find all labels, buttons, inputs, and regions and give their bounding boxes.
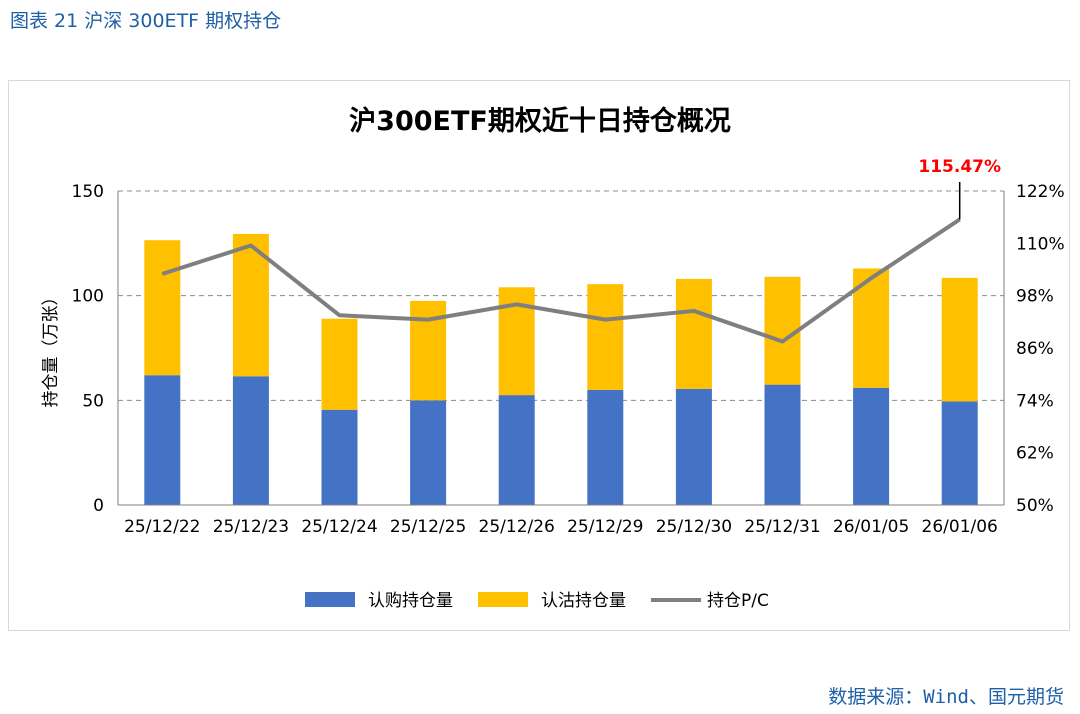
bar-call <box>587 389 624 505</box>
bar-call <box>144 375 181 505</box>
bar-call <box>853 387 890 505</box>
legend-swatch-call <box>305 592 355 607</box>
chart-frame <box>8 80 1070 631</box>
bar-put <box>232 233 269 377</box>
legend-label-put: 认沽持仓量 <box>541 591 626 611</box>
y-tick-label: 150 <box>72 182 104 202</box>
bar-call <box>675 388 712 505</box>
y2-tick-label: 110% <box>1016 234 1065 254</box>
pc-line <box>161 217 961 344</box>
x-tick-label: 25/12/23 <box>213 517 289 537</box>
y-tick-label: 0 <box>93 496 104 516</box>
bar-call <box>321 409 358 505</box>
y2-tick-label: 50% <box>1016 496 1054 516</box>
bar-put <box>587 284 624 390</box>
bar-call <box>941 401 978 505</box>
x-tick-label: 25/12/26 <box>479 517 555 537</box>
y2-tick-label: 62% <box>1016 444 1054 464</box>
source-note: 数据来源：Wind、国元期货 <box>828 686 1064 708</box>
legend-swatch-put <box>478 592 528 607</box>
figure-caption: 图表 21 沪深 300ETF 期权持仓 <box>10 10 282 32</box>
chart-title: 沪300ETF期权近十日持仓概况 <box>349 106 731 137</box>
annotation-label: 115.47% <box>918 157 1001 177</box>
legend: 认购持仓量 认沽持仓量 持仓P/C <box>305 591 769 611</box>
x-tick-label: 25/12/29 <box>567 517 643 537</box>
bar-put <box>321 318 358 410</box>
annotation-layer: 115.47% <box>918 157 1001 220</box>
bar-call <box>232 376 269 505</box>
x-tick-label: 25/12/22 <box>124 517 200 537</box>
legend-label-pc: 持仓P/C <box>707 591 769 611</box>
x-tick-label: 25/12/31 <box>744 517 820 537</box>
x-tick-label: 26/01/06 <box>922 517 998 537</box>
y-tick-label: 50 <box>82 391 104 411</box>
x-tick-label: 25/12/24 <box>301 517 377 537</box>
pc-line-layer <box>161 217 961 344</box>
y2-tick-label: 98% <box>1016 287 1054 307</box>
bar-put <box>941 277 978 402</box>
x-tick-label: 25/12/30 <box>656 517 732 537</box>
axes: 0 50 100 150 50% 62% 74% 86% 98% 110% 122% 25/12/22… <box>72 182 1065 537</box>
y-axis-label: 持仓量（万张） <box>41 289 61 408</box>
bars <box>144 233 978 505</box>
y2-tick-label: 122% <box>1016 182 1065 202</box>
x-tick-label: 26/01/05 <box>833 517 909 537</box>
bar-put <box>144 240 181 376</box>
bar-call <box>410 400 447 505</box>
y-tick-label: 100 <box>72 287 104 307</box>
legend-label-call: 认购持仓量 <box>368 591 453 611</box>
bar-call <box>764 384 801 505</box>
bar-call <box>498 395 535 505</box>
y2-tick-label: 74% <box>1016 391 1054 411</box>
x-tick-label: 25/12/25 <box>390 517 466 537</box>
bar-put <box>675 278 712 389</box>
y2-tick-label: 86% <box>1016 339 1054 359</box>
